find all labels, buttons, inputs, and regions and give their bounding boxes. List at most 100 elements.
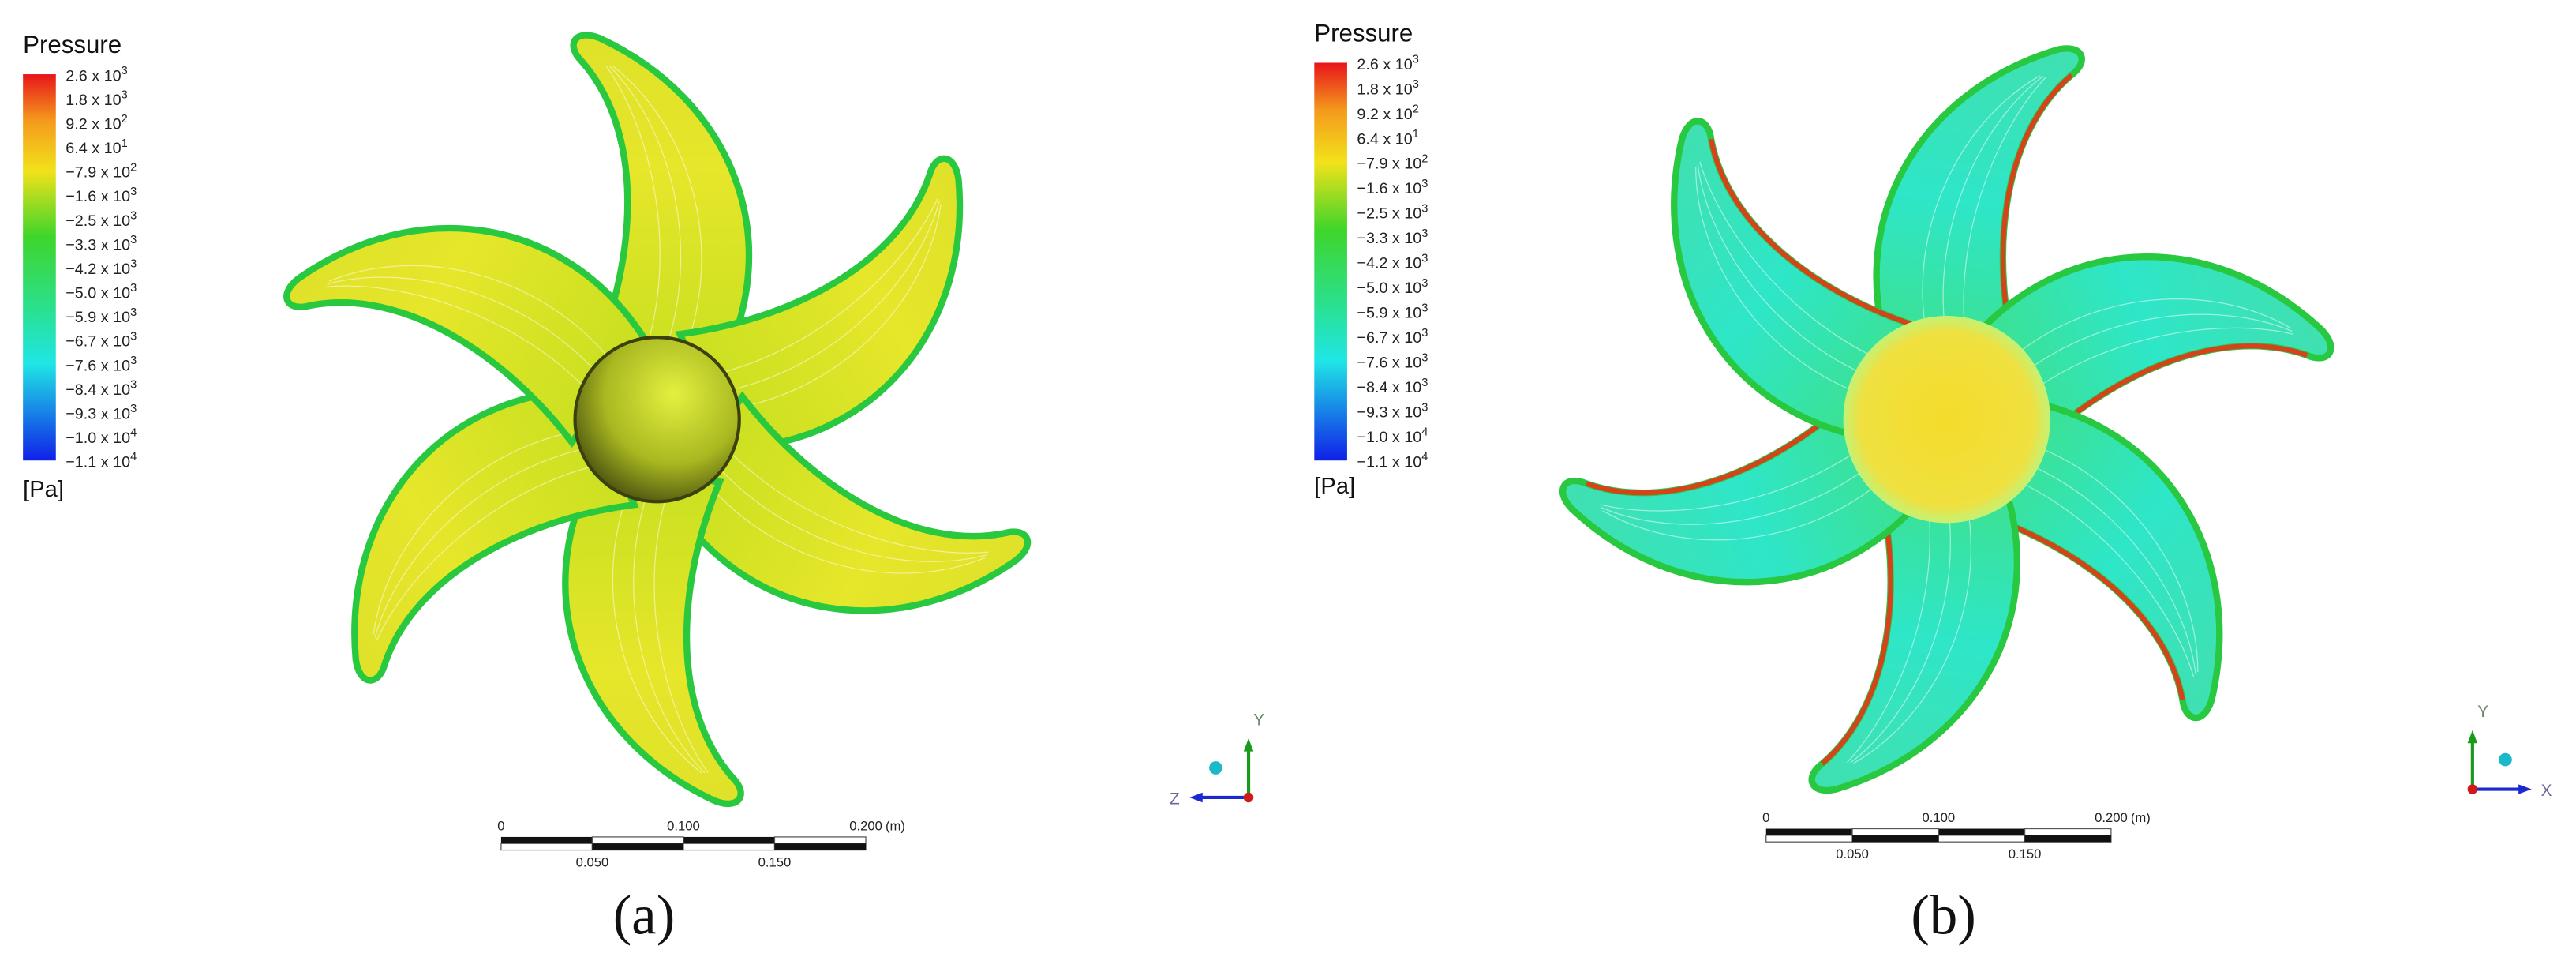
legend-coef: 1.8 x 10 — [66, 92, 121, 109]
contour-line — [1847, 491, 1930, 763]
scale-label: 0.050 — [576, 854, 609, 869]
legend-coef: −8.4 x 10 — [66, 381, 130, 399]
legend-exp: 3 — [130, 403, 137, 415]
scale-unit: (m) — [886, 819, 905, 834]
blade-edge — [309, 301, 574, 444]
legend-coef: 6.4 x 10 — [1357, 130, 1412, 148]
legend-exp: 2 — [1413, 103, 1419, 115]
legend-coef: −9.3 x 10 — [66, 405, 130, 422]
legend-exp: 3 — [130, 330, 137, 343]
legend-coef: 9.2 x 10 — [66, 116, 121, 133]
scale-segment — [683, 836, 775, 844]
caption: (b) — [1911, 885, 1976, 947]
scale-label: 0.200 — [849, 819, 882, 834]
legend-label: −3.3 x 103 — [1357, 227, 1428, 247]
legend-label: −1.1 x 104 — [66, 451, 137, 471]
legend-exp: 3 — [1421, 351, 1428, 364]
contour-line — [1998, 472, 2195, 677]
legend-exp: 3 — [122, 65, 128, 77]
contour-line — [716, 198, 938, 375]
contour-line — [716, 464, 987, 562]
blade-edge — [685, 481, 734, 779]
blade — [351, 386, 639, 684]
legend-label: −5.9 x 103 — [1357, 302, 1428, 321]
contour-line — [605, 66, 661, 346]
legend-exp: 3 — [1421, 202, 1428, 215]
legend-exp: 4 — [130, 427, 137, 440]
axis-label: Y — [1253, 711, 1264, 729]
legend-coef: 9.2 x 10 — [1357, 106, 1412, 123]
contour-line — [325, 285, 589, 392]
contour-line — [1697, 164, 1883, 382]
scale-unit: (m) — [2131, 810, 2151, 825]
axis-h-arrow — [2518, 784, 2532, 794]
contour-line — [1601, 456, 1882, 525]
scale-segment — [500, 843, 593, 851]
scale-segment — [2024, 835, 2111, 843]
axis-y-arrow — [1243, 738, 1254, 752]
legend-coef: −3.3 x 10 — [1357, 230, 1421, 247]
legend-unit: [Pa] — [1314, 474, 1355, 499]
legend-exp: 1 — [1413, 128, 1419, 141]
contour-line — [653, 493, 709, 774]
legend-exp: 4 — [1421, 451, 1428, 463]
contour-line — [2023, 441, 2199, 673]
legend-label: −8.4 x 103 — [1357, 377, 1428, 396]
legend-exp: 3 — [130, 234, 137, 246]
legend-title: Pressure — [23, 31, 122, 58]
legend-coef: 2.6 x 10 — [1357, 56, 1412, 73]
view-ball — [1209, 761, 1222, 775]
legend-label: −4.2 x 103 — [1357, 252, 1428, 272]
legend-label: 2.6 x 103 — [66, 65, 127, 84]
legend-label: −3.3 x 103 — [66, 234, 137, 253]
contour-line — [736, 204, 942, 409]
scale-segment — [1765, 835, 1853, 843]
legend-coef: −9.3 x 10 — [1357, 404, 1421, 422]
legend-exp: 4 — [130, 451, 137, 463]
blade — [675, 155, 964, 452]
legend-exp: 2 — [130, 161, 137, 174]
contour-line — [1602, 474, 1890, 541]
blade-edge — [1709, 138, 1937, 335]
contour-line — [706, 482, 986, 574]
contour-line — [376, 464, 598, 641]
legend-label: −9.3 x 103 — [66, 403, 137, 422]
contour-line — [2018, 327, 2294, 402]
blade — [283, 224, 650, 448]
axis-y-arrow — [2467, 730, 2478, 744]
legend-label: −1.6 x 103 — [66, 186, 137, 205]
contour-line — [612, 493, 702, 774]
legend-label: 9.2 x 102 — [1357, 103, 1418, 122]
contour-line — [725, 447, 989, 554]
legend-label: −6.7 x 103 — [66, 330, 137, 350]
contour-line — [2011, 456, 2196, 675]
legend-coef: −5.0 x 10 — [66, 285, 130, 302]
scale-segment — [1852, 835, 1939, 843]
scale-segment — [774, 843, 867, 850]
scale-segment — [591, 836, 684, 844]
legend-coef: −1.1 x 10 — [1357, 454, 1421, 471]
legend-exp: 3 — [1421, 401, 1428, 414]
scale-label: 0 — [497, 819, 504, 834]
legend-coef: −7.9 x 10 — [1357, 156, 1421, 173]
scale-label: 0.150 — [758, 854, 792, 869]
legend-coef: 1.8 x 10 — [1357, 81, 1412, 98]
legend-exp: 4 — [1421, 426, 1428, 439]
contour-line — [1963, 76, 2047, 348]
scale-label: 0.150 — [2009, 846, 2042, 861]
contour-line — [327, 276, 599, 374]
contour-line — [1699, 161, 1895, 367]
legend-coef: −4.2 x 10 — [66, 261, 130, 278]
scale-segment — [1765, 828, 1853, 835]
scale-segment — [773, 836, 867, 844]
legend-label: −8.4 x 103 — [66, 379, 137, 399]
legend-label: −1.1 x 104 — [1357, 451, 1428, 471]
legend-coef: −7.9 x 10 — [66, 164, 130, 182]
scale-segment — [592, 843, 683, 850]
contour-line — [725, 201, 940, 392]
axis-label: X — [2541, 782, 2552, 800]
legend-exp: 3 — [130, 379, 137, 392]
legend-coef: −3.3 x 10 — [66, 236, 130, 253]
legend-label: 2.6 x 103 — [1357, 53, 1418, 73]
